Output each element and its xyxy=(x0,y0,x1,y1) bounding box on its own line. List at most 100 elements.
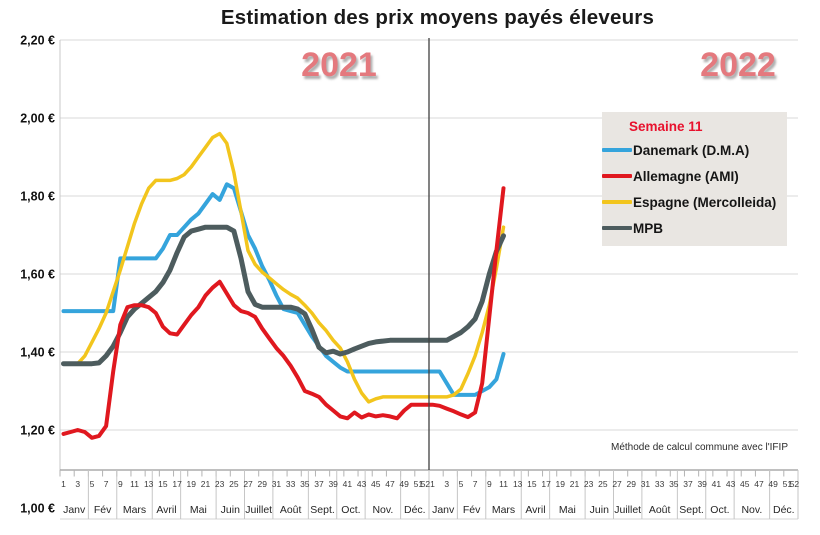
week-number-label: 41 xyxy=(343,479,353,489)
week-number-label: 23 xyxy=(215,479,225,489)
week-number-label: 39 xyxy=(697,479,707,489)
week-number-label: 7 xyxy=(104,479,109,489)
month-label: Avril xyxy=(525,504,545,516)
legend-swatch-icon xyxy=(602,226,632,230)
series-line-espagne-mercolleida xyxy=(61,131,506,404)
week-number-label: 15 xyxy=(158,479,168,489)
month-label: Nov. xyxy=(372,504,393,516)
week-number-label: 35 xyxy=(300,479,310,489)
series-line-allemagne-ami xyxy=(61,186,506,440)
legend-swatch-icon xyxy=(602,200,632,204)
week-number-label: 21 xyxy=(570,479,580,489)
month-label: Mars xyxy=(123,504,146,516)
month-label: Janv xyxy=(432,504,455,516)
week-number-label: 27 xyxy=(612,479,622,489)
month-label: Sept. xyxy=(310,504,335,516)
week-number-label: 19 xyxy=(556,479,566,489)
y-axis-label: 1,40 € xyxy=(20,346,55,360)
week-number-label: 13 xyxy=(513,479,523,489)
week-number-label: 11 xyxy=(499,479,508,489)
week-number-label: 49 xyxy=(399,479,409,489)
week-number-label: 13 xyxy=(144,479,154,489)
week-number-label: 9 xyxy=(118,479,123,489)
week-number-label: 29 xyxy=(627,479,637,489)
week-number-label: 35 xyxy=(669,479,679,489)
week-number-label: 41 xyxy=(712,479,722,489)
week-number-label: 1 xyxy=(61,479,66,489)
month-label: Oct. xyxy=(710,504,729,516)
month-label: Oct. xyxy=(341,504,360,516)
legend-item-3: MPB xyxy=(602,215,787,241)
week-number-label: 29 xyxy=(258,479,268,489)
week-number-label: 1 xyxy=(430,479,435,489)
week-number-label: 19 xyxy=(187,479,197,489)
month-label: Juillet xyxy=(614,504,641,516)
week-number-label: 3 xyxy=(444,479,449,489)
week-number-label: 33 xyxy=(286,479,296,489)
week-number-label: 37 xyxy=(314,479,324,489)
month-label: Mai xyxy=(190,504,207,516)
week-number-label: 45 xyxy=(371,479,381,489)
month-label: Juin xyxy=(590,504,609,516)
legend-label: Danemark (D.M.A) xyxy=(633,142,750,158)
week-number-label: 49 xyxy=(768,479,778,489)
week-number-label: 47 xyxy=(385,479,395,489)
month-label: Juin xyxy=(221,504,240,516)
month-label: Avril xyxy=(156,504,176,516)
week-number-label: 15 xyxy=(527,479,537,489)
week-number-label: 17 xyxy=(541,479,551,489)
method-annotation: Méthode de calcul commune avec l'IFIP xyxy=(611,442,788,453)
week-number-label: 7 xyxy=(473,479,478,489)
week-number-label: 27 xyxy=(243,479,253,489)
month-label: Juillet xyxy=(245,504,272,516)
month-label: Mars xyxy=(492,504,515,516)
week-number-label: 3 xyxy=(75,479,80,489)
week-number-label: 21 xyxy=(201,479,211,489)
legend-swatch-icon xyxy=(602,174,632,178)
week-number-label: 52 xyxy=(421,479,431,489)
legend-item-1: Allemagne (AMI) xyxy=(602,163,787,189)
week-number-label: 52 xyxy=(790,479,800,489)
week-number-label: 39 xyxy=(328,479,338,489)
week-number-label: 5 xyxy=(459,479,464,489)
y-axis-label: 1,00 € xyxy=(20,502,55,516)
y-axis-label: 2,20 € xyxy=(20,34,55,48)
week-number-label: 11 xyxy=(130,479,139,489)
legend-label: Allemagne (AMI) xyxy=(633,168,739,184)
month-label: Déc. xyxy=(404,504,426,516)
week-number-label: 25 xyxy=(229,479,239,489)
year-label-2022: 2022 xyxy=(700,46,776,84)
legend-title-week: Semaine 11 xyxy=(629,119,703,134)
week-number-label: 43 xyxy=(726,479,736,489)
year-label-2021: 2021 xyxy=(301,46,377,84)
week-number-label: 5 xyxy=(90,479,95,489)
week-number-label: 43 xyxy=(357,479,367,489)
legend-item-0: Danemark (D.M.A) xyxy=(602,137,787,163)
y-axis-label: 1,60 € xyxy=(20,268,55,282)
y-axis-label: 1,20 € xyxy=(20,424,55,438)
month-label: Janv xyxy=(63,504,86,516)
legend-label: MPB xyxy=(633,220,663,236)
legend-swatch-icon xyxy=(602,148,632,152)
y-axis-label: 2,00 € xyxy=(20,112,55,126)
month-label: Août xyxy=(280,504,302,516)
month-label: Fév xyxy=(463,504,481,516)
week-number-label: 51 xyxy=(783,479,793,489)
legend-item-2: Espagne (Mercolleida) xyxy=(602,189,787,215)
week-number-label: 33 xyxy=(655,479,665,489)
legend-label: Espagne (Mercolleida) xyxy=(633,194,777,210)
month-label: Sept. xyxy=(679,504,704,516)
week-number-label: 31 xyxy=(272,479,282,489)
chart-legend: Semaine 11 Danemark (D.M.A) Allemagne (AM… xyxy=(602,112,787,246)
week-number-label: 45 xyxy=(740,479,750,489)
week-number-label: 47 xyxy=(754,479,764,489)
week-number-label: 9 xyxy=(487,479,492,489)
week-number-label: 51 xyxy=(414,479,424,489)
month-label: Mai xyxy=(559,504,576,516)
week-number-label: 31 xyxy=(641,479,651,489)
month-label: Août xyxy=(649,504,671,516)
week-number-label: 23 xyxy=(584,479,594,489)
y-axis-label: 1,80 € xyxy=(20,190,55,204)
